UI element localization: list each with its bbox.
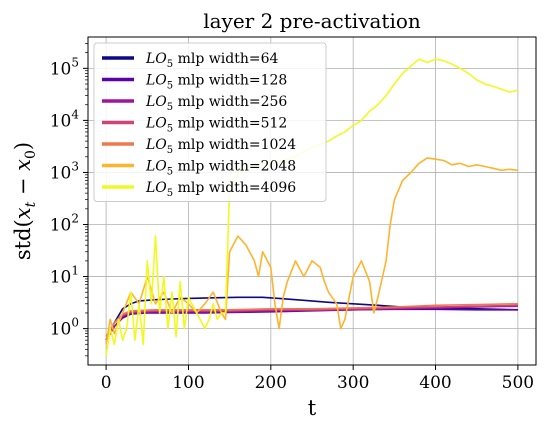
y-tick-label: 103 [50,159,79,183]
x-tick-label: 400 [419,373,451,393]
legend-label: LO5 mlp width=512 [145,116,287,135]
y-tick-label: 100 [50,316,79,340]
x-tick-label: 200 [255,373,287,393]
y-tick-label: 101 [50,264,79,288]
plot-frame [87,36,537,366]
x-tick-label: 300 [337,373,369,393]
series-line-4 [105,303,518,338]
y-tick-label: 102 [50,212,79,236]
y-tick-label: 105 [50,55,79,79]
legend-label: LO5 mlp width=1024 [145,137,296,156]
series-line-3 [105,304,518,338]
legend-label: LO5 mlp width=64 [145,51,278,70]
y-tick-label: 104 [50,107,80,131]
legend-label: LO5 mlp width=128 [145,73,287,92]
y-axis-label: std(xt − x0) [11,142,39,260]
x-tick-label: 100 [172,373,204,393]
x-tick-label: 0 [101,373,112,393]
x-axis-ticks: 0 100 200 300 400 500 [101,365,534,393]
y-axis-ticks: 100 101 102 103 104 105 [50,43,88,357]
legend-label: LO5 mlp width=2048 [145,159,296,178]
x-tick-label: 500 [502,373,534,393]
legend-box [93,42,327,202]
chart-title: layer 2 pre-activation [203,9,421,33]
series-line-5 [105,157,518,345]
legend-label: LO5 mlp width=4096 [145,180,296,199]
x-axis-label: t [308,396,317,420]
series-line-2 [105,305,518,341]
legend: LO5 mlp width=64 LO5 mlp width=128 LO5 mlp… [93,42,327,202]
legend-label: LO5 mlp width=256 [145,94,287,113]
